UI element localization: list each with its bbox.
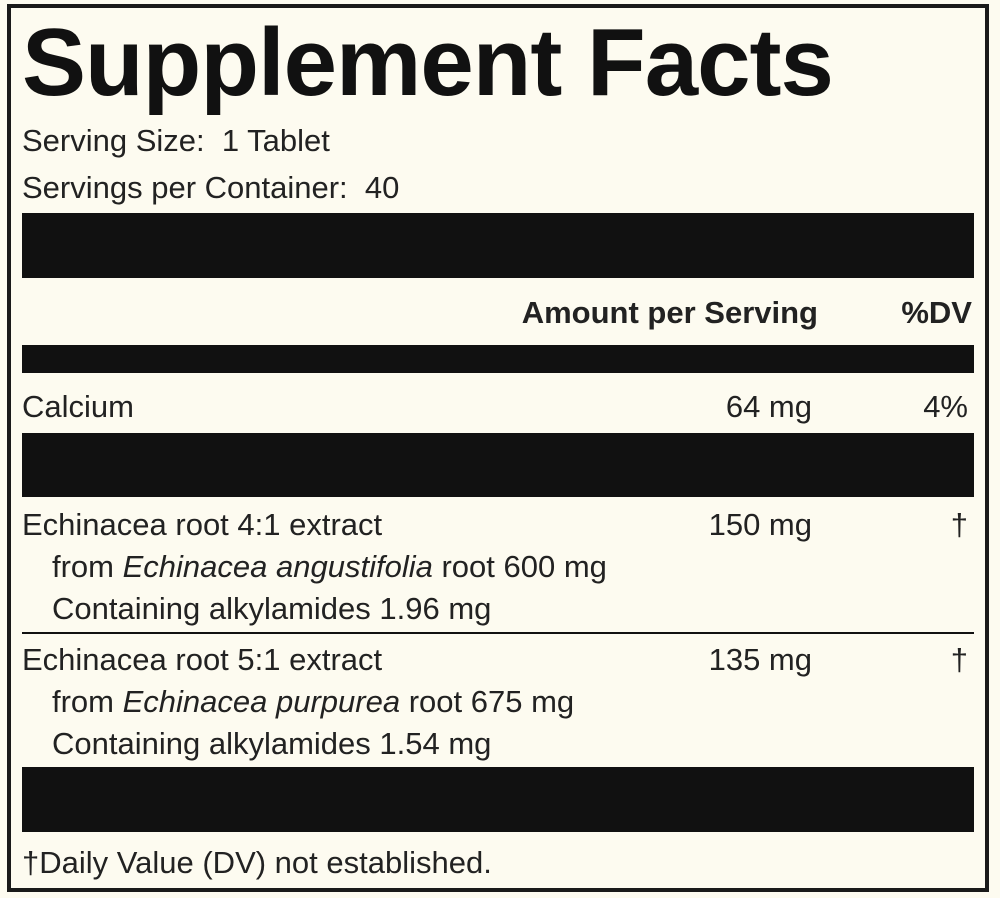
line-suffix: root 675 mg — [400, 684, 575, 719]
divider-bar — [22, 213, 974, 278]
label-border — [7, 4, 989, 892]
divider-bar — [22, 345, 974, 373]
ingredient-line: Calcium — [22, 389, 134, 424]
servings-value: 40 — [364, 170, 400, 205]
servings-label: Servings per Container: — [22, 170, 348, 205]
amount: 150 mg — [708, 507, 812, 542]
ingredient-line: from Echinacea purpurea root 675 mg — [52, 684, 574, 720]
daily-value: † — [950, 642, 968, 677]
title: Supplement Facts — [22, 9, 834, 116]
ingredient-line: Containing alkylamides 1.96 mg — [52, 591, 492, 626]
line-prefix: from — [52, 684, 123, 719]
serving-size: Serving Size: 1 Tablet — [22, 123, 330, 159]
dv-header: %DV — [901, 295, 972, 330]
amount: 64 mg — [725, 389, 812, 424]
species-name: Echinacea angustifolia — [122, 549, 433, 584]
ingredient-line: Containing alkylamides 1.54 mg — [52, 726, 492, 761]
ingredient-line: from Echinacea angustifolia root 600 mg — [52, 549, 607, 585]
ingredient-line: Echinacea root 5:1 extract — [22, 642, 383, 677]
line-suffix: root 600 mg — [432, 549, 607, 584]
footnote: †Daily Value (DV) not established. — [22, 845, 492, 880]
divider-bar — [22, 433, 974, 497]
ingredient-line: Echinacea root 4:1 extract — [22, 507, 383, 542]
line-prefix: from — [52, 549, 123, 584]
serving-size-label: Serving Size: — [22, 123, 205, 158]
amount-header: Amount per Serving — [521, 295, 818, 330]
serving-size-value: 1 Tablet — [221, 123, 330, 158]
servings-per-container: Servings per Container: 40 — [22, 170, 399, 206]
daily-value: 4% — [923, 389, 968, 424]
amount: 135 mg — [708, 642, 812, 677]
species-name: Echinacea purpurea — [122, 684, 401, 719]
daily-value: † — [950, 507, 968, 542]
divider-bar — [22, 767, 974, 832]
divider-line — [22, 632, 974, 634]
